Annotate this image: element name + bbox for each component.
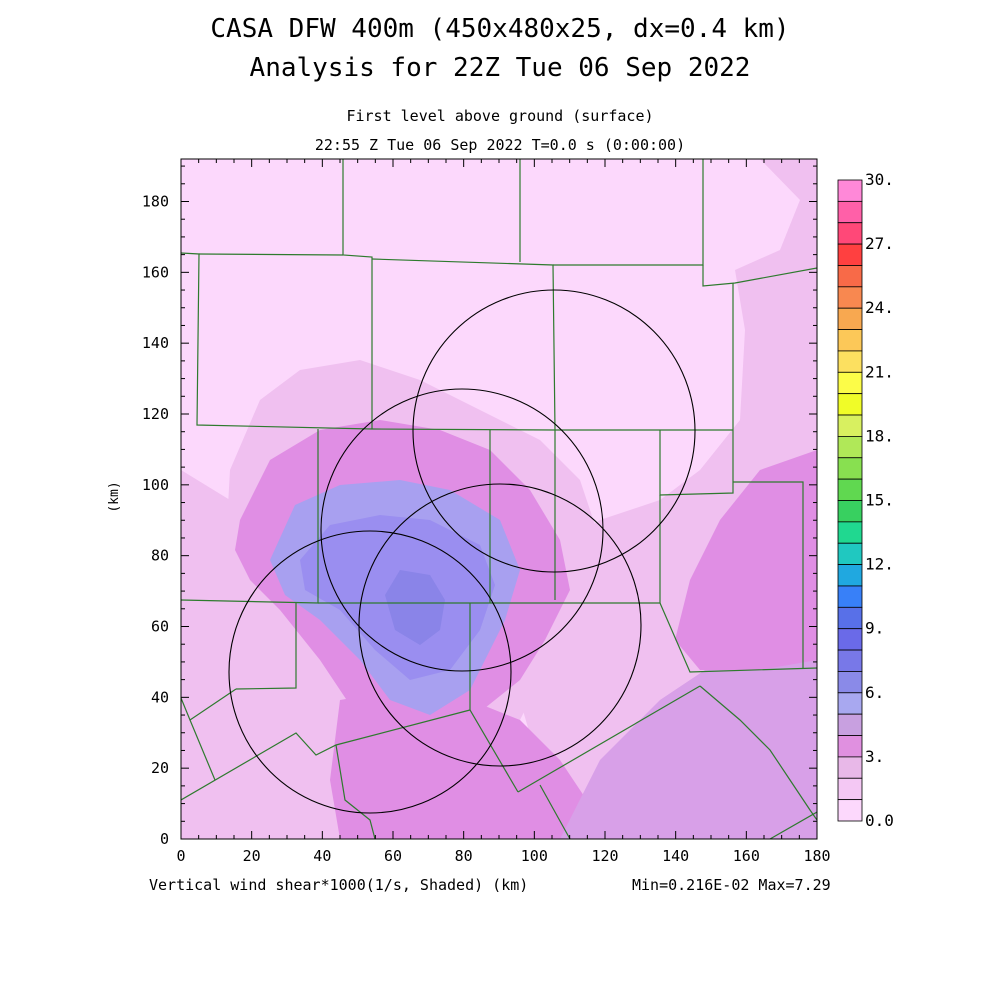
x-tick-label: 60 (384, 847, 402, 865)
y-axis: 0 20 40 60 80 100 120 140 160 180 (142, 165, 817, 848)
field-label: Vertical wind shear*1000(1/s, Shaded) (k… (149, 876, 529, 894)
colorbar-label: 27. (865, 234, 894, 253)
colorbar-label: 12. (865, 555, 894, 574)
field-region-core-max (385, 570, 445, 645)
colorbar-label: 21. (865, 362, 894, 381)
colorbar-swatch (837, 200, 863, 224)
x-tick-label: 100 (521, 847, 548, 865)
colorbar-swatch (837, 713, 863, 736)
colorbar-swatch (837, 179, 863, 202)
y-tick-label: 100 (142, 476, 169, 494)
colorbar-label: 3. (865, 747, 884, 766)
colorbar-swatch (837, 500, 863, 523)
y-tick-label: 120 (142, 405, 169, 423)
colorbar-swatch (837, 735, 863, 758)
field-region-southeast (560, 620, 817, 839)
y-tick-label: 180 (142, 193, 169, 211)
shear-field (181, 159, 817, 839)
colorbar-swatch (837, 371, 863, 395)
x-tick-label: 140 (662, 847, 689, 865)
radar-ring-n (320, 388, 604, 672)
y-tick-label: 0 (160, 830, 169, 848)
x-tick-label: 40 (313, 847, 331, 865)
colorbar-label: 0.0 (865, 811, 894, 830)
colorbar-swatch (837, 265, 863, 288)
colorbar-swatch (837, 777, 863, 801)
colorbar-swatch (837, 521, 863, 544)
y-tick-label: 20 (151, 759, 169, 777)
min-max-label: Min=0.216E-02 Max=7.29 (632, 876, 831, 894)
colorbar-label: 6. (865, 683, 884, 702)
colorbar-label: 24. (865, 298, 894, 317)
colorbar-swatch (837, 671, 863, 694)
colorbar-swatch (837, 649, 863, 672)
colorbar-swatch (837, 393, 863, 416)
colorbar-swatch (837, 692, 863, 715)
colorbar-swatch (837, 799, 863, 822)
x-axis: 0 20 40 60 80 100 120 140 160 180 (176, 159, 831, 865)
radar-rings (228, 289, 696, 814)
time-line: 22:55 Z Tue 06 Sep 2022 T=0.0 s (0:00:00… (314, 136, 686, 154)
x-tick-label: 80 (455, 847, 473, 865)
colorbar-swatch (837, 478, 863, 501)
x-tick-label: 180 (803, 847, 830, 865)
y-axis-label: (km) (107, 481, 122, 512)
colorbar-swatch (837, 350, 863, 373)
colorbar-swatch (837, 756, 863, 779)
y-tick-label: 80 (151, 547, 169, 565)
x-tick-label: 20 (243, 847, 261, 865)
colorbar-swatch (837, 542, 863, 566)
colorbar-swatch (837, 435, 863, 459)
colorbar-swatch (837, 628, 863, 651)
radar-ring-e (358, 483, 642, 767)
colorbar-label: 30. (865, 170, 894, 189)
x-tick-label: 160 (733, 847, 760, 865)
colorbar-swatch (837, 414, 863, 437)
county-boundaries (181, 159, 817, 839)
title-line-1: CASA DFW 400m (450x480x25, dx=0.4 km) (210, 14, 790, 44)
y-tick-label: 140 (142, 334, 169, 352)
field-region-east-magenta (675, 450, 817, 670)
colorbar-label: 15. (865, 491, 894, 510)
colorbar-swatch (837, 457, 863, 480)
subtitle: First level above ground (surface) (346, 107, 654, 125)
x-tick-label: 0 (176, 847, 185, 865)
colorbar-swatch (837, 307, 863, 330)
colorbar-swatch (837, 243, 863, 266)
radar-ring-ne (412, 289, 696, 573)
radar-ring-sw (228, 530, 512, 814)
colorbar-swatch (837, 606, 863, 630)
y-tick-label: 160 (142, 263, 169, 281)
colorbar-label: 9. (865, 619, 884, 638)
colorbar-swatch (837, 585, 863, 608)
colorbar-swatch (837, 564, 863, 587)
colorbar: 30. 27. 24. 21. 18. 15. 12. 9. 6. 3. 0.0 (837, 170, 894, 830)
title-line-2: Analysis for 22Z Tue 06 Sep 2022 (249, 53, 751, 83)
colorbar-swatch (837, 286, 863, 309)
colorbar-swatch (837, 222, 863, 245)
colorbar-swatch (837, 329, 863, 352)
colorbar-label: 18. (865, 426, 894, 445)
y-tick-label: 40 (151, 688, 169, 706)
y-tick-label: 60 (151, 618, 169, 636)
x-tick-label: 120 (591, 847, 618, 865)
